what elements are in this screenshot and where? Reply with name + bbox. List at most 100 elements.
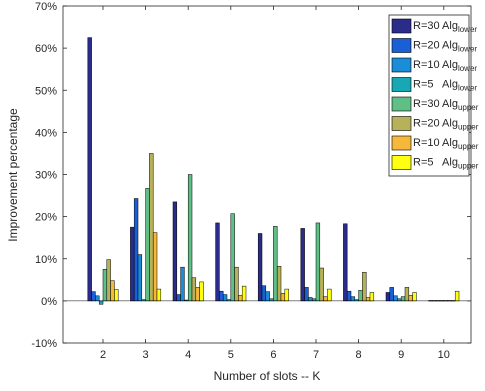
bar-3-series-5 xyxy=(145,188,150,302)
bar-7-series-2 xyxy=(304,287,309,302)
bar-9-series-6 xyxy=(404,287,410,302)
bar-6-series-3 xyxy=(265,291,270,302)
legend-entry: R=30 Algupper xyxy=(413,98,479,112)
bar-7-series-7 xyxy=(323,296,328,302)
x-tick-label: 8 xyxy=(356,349,362,361)
legend-entry: R=20 Alglower xyxy=(413,40,477,54)
y-tick-label: 0% xyxy=(41,296,57,308)
bar-8-series-6 xyxy=(362,271,367,302)
bar-9-series-8 xyxy=(412,292,417,302)
bar-5-series-8 xyxy=(241,285,247,302)
bar-3-series-1 xyxy=(130,226,135,302)
x-tick-label: 9 xyxy=(398,349,404,361)
bar-8-series-7 xyxy=(365,297,371,302)
x-tick-label: 2 xyxy=(100,349,106,361)
legend-swatch xyxy=(391,77,412,92)
bar-9-series-5 xyxy=(400,296,406,302)
bar-4-series-2 xyxy=(176,294,181,302)
y-tick-label: 50% xyxy=(35,85,57,97)
x-tick-label: 7 xyxy=(313,349,319,361)
bar-3-series-3 xyxy=(137,254,143,302)
bar-5-series-6 xyxy=(234,266,239,302)
y-tick-label: 30% xyxy=(35,170,57,182)
legend: R=30 Alglower R=20 Alglower R=10 Alglower R… xyxy=(388,14,479,177)
legend-swatch xyxy=(391,38,412,53)
bar-7-series-6 xyxy=(319,267,324,302)
bar-6-series-8 xyxy=(284,288,289,302)
legend-entry: R=20 Algupper xyxy=(413,118,479,132)
bar-4-series-3 xyxy=(180,266,185,302)
axes-layer: -10% 0% 10% 20% 30% 40% 50% 60% 70% 2 3 4 5 6 7 8 9 10 xyxy=(31,1,472,361)
bar-8-series-1 xyxy=(343,223,348,302)
y-tick-label: 70% xyxy=(35,1,57,13)
bar-7-series-5 xyxy=(315,222,321,302)
bar-6-series-7 xyxy=(280,293,286,302)
bar-4-series-7 xyxy=(195,287,200,302)
bar-6-series-2 xyxy=(261,285,267,302)
y-axis-title: Improvement percentage xyxy=(6,108,20,242)
x-tick-label: 3 xyxy=(143,349,149,361)
bar-5-series-2 xyxy=(219,290,224,302)
y-tick-label: 10% xyxy=(35,254,57,266)
legend-entry: R=10 Alglower xyxy=(413,59,477,73)
y-tick-label: 20% xyxy=(35,212,57,224)
legend-entry: R=10 Algupper xyxy=(413,137,479,151)
bar-5-series-5 xyxy=(230,213,235,302)
bar-6-series-1 xyxy=(257,233,263,302)
bars-layer xyxy=(87,37,460,305)
bar-8-series-2 xyxy=(346,290,352,302)
bar-3-series-2 xyxy=(133,198,139,302)
bar-9-series-3 xyxy=(393,295,398,302)
legend-swatch xyxy=(391,135,412,151)
legend-entry: R=5 Algupper xyxy=(413,157,479,171)
y-tick-label: 40% xyxy=(35,127,57,139)
bar-4-series-6 xyxy=(191,277,197,302)
bar-6-series-5 xyxy=(273,226,278,302)
bar-9-series-7 xyxy=(408,295,413,302)
legend-swatch xyxy=(391,18,412,34)
bar-5-series-7 xyxy=(238,295,243,302)
bar-3-series-6 xyxy=(149,153,154,302)
legend-entry: R=30 Alglower xyxy=(413,20,477,34)
bar-6-series-4 xyxy=(269,298,274,302)
legend-swatch xyxy=(391,57,412,73)
bar-5-series-3 xyxy=(222,294,228,302)
bar-4-series-8 xyxy=(199,281,204,302)
legend-swatch xyxy=(391,116,412,131)
bar-9-series-4 xyxy=(397,298,402,302)
x-tick-label: 6 xyxy=(270,349,276,361)
bar-9-series-1 xyxy=(385,292,391,302)
bar-2-series-4 xyxy=(98,300,104,305)
bar-2-series-8 xyxy=(114,289,119,302)
bar-3-series-7 xyxy=(152,232,158,302)
bar-7-series-8 xyxy=(327,288,332,302)
legend-swatch xyxy=(391,96,412,112)
bar-4-series-5 xyxy=(187,174,193,302)
legend-swatch xyxy=(391,155,412,170)
y-tick-label: 60% xyxy=(35,43,57,55)
bar-9-series-2 xyxy=(389,287,394,302)
x-axis-title: Number of slots -- K xyxy=(214,369,321,383)
bar-8-series-8 xyxy=(369,292,375,302)
y-tick-label: -10% xyxy=(31,338,57,350)
bar-8-series-5 xyxy=(358,290,363,302)
bar-2-series-1 xyxy=(87,37,92,302)
x-tick-label: 5 xyxy=(228,349,234,361)
bar-8-series-3 xyxy=(350,296,356,302)
bar-2-series-3 xyxy=(95,295,100,302)
bar-4-series-1 xyxy=(172,201,178,302)
x-tick-label: 4 xyxy=(185,349,191,361)
bar-7-series-3 xyxy=(308,297,313,302)
legend-entry: R=5 Alglower xyxy=(413,79,477,93)
bar-10-series-8 xyxy=(454,290,460,302)
bar-2-series-5 xyxy=(102,269,108,302)
bar-7-series-4 xyxy=(311,298,317,302)
bar-7-series-1 xyxy=(300,228,305,302)
bar-5-series-1 xyxy=(215,222,220,302)
bar-2-series-7 xyxy=(110,280,115,302)
bar-3-series-8 xyxy=(156,288,162,302)
bar-6-series-6 xyxy=(276,266,282,302)
bar-2-series-6 xyxy=(106,259,111,302)
